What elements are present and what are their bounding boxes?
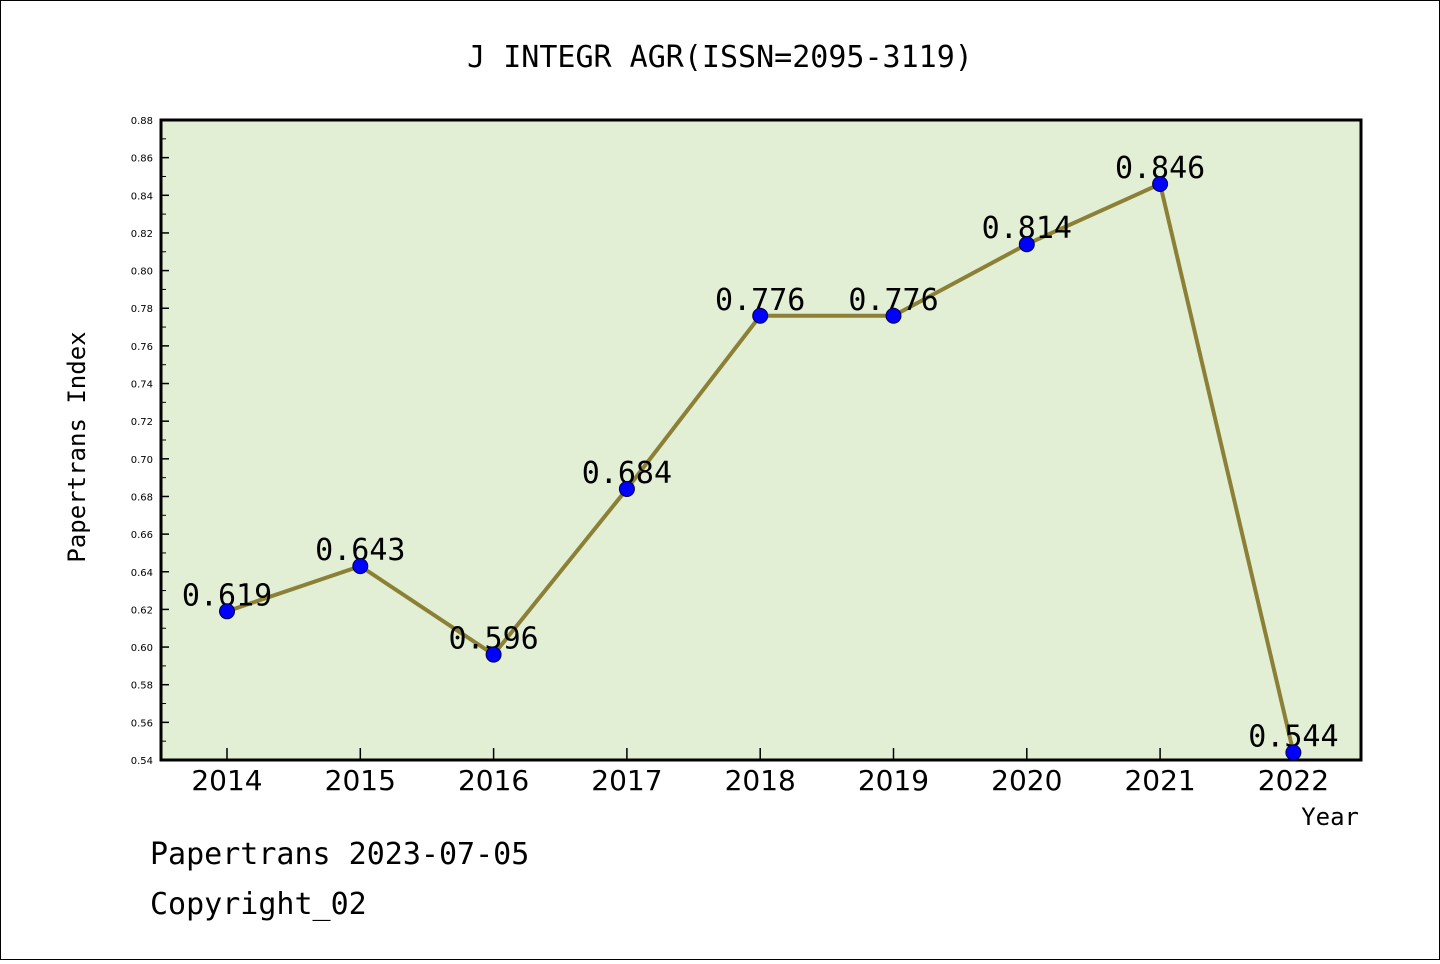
data-point xyxy=(885,307,902,324)
y-axis-title: Papertrans Index xyxy=(63,331,91,562)
footer-copyright: Copyright_02 xyxy=(150,887,367,922)
y-tick-label: 0.84 xyxy=(131,191,153,202)
y-axis: 0.54 0.56 0.58 0.60 0.62 0.64 0.66 0.68 0.70 0.72… xyxy=(131,116,169,767)
y-tick-label: 0.88 xyxy=(131,116,153,127)
y-tick-label: 0.54 xyxy=(131,756,153,767)
data-point xyxy=(1285,744,1302,761)
x-axis-title: Year xyxy=(1301,803,1359,831)
chart-title: J INTEGR AGR(ISSN=2095-3119) xyxy=(467,40,973,75)
x-tick-label: 2016 xyxy=(458,764,529,797)
footer-date: Papertrans 2023-07-05 xyxy=(150,837,529,872)
y-tick-label: 0.62 xyxy=(131,605,153,616)
data-point xyxy=(618,480,635,497)
y-tick-label: 0.56 xyxy=(131,718,153,729)
y-tick-label: 0.80 xyxy=(131,267,153,278)
data-point xyxy=(219,603,235,620)
y-tick-label: 0.86 xyxy=(131,154,153,165)
x-tick-label: 2021 xyxy=(1124,764,1195,797)
x-tick-label: 2019 xyxy=(858,764,929,797)
y-tick-label: 0.60 xyxy=(131,643,153,654)
y-tick-label: 0.76 xyxy=(131,342,153,353)
y-tick-label: 0.68 xyxy=(131,492,153,503)
y-tick-label: 0.72 xyxy=(131,417,153,428)
y-tick-label: 0.74 xyxy=(131,380,153,391)
y-tick-label: 0.78 xyxy=(131,304,153,315)
data-point xyxy=(1152,176,1169,192)
data-point xyxy=(485,646,502,663)
x-tick-label: 2020 xyxy=(991,764,1062,797)
data-point xyxy=(1018,236,1035,253)
x-tick-label: 2017 xyxy=(591,764,662,797)
x-axis: 2014 2015 2016 2017 2018 2019 2020 2021 2022 xyxy=(191,748,1329,797)
plot-area xyxy=(159,118,1363,762)
y-tick-label: 0.82 xyxy=(131,229,153,240)
x-tick-label: 2018 xyxy=(725,764,796,797)
y-tick-label: 0.64 xyxy=(131,568,153,579)
y-tick-label: 0.66 xyxy=(131,530,153,541)
x-tick-label: 2015 xyxy=(325,764,396,797)
y-tick-label: 0.70 xyxy=(131,455,153,466)
marker-layer xyxy=(219,176,1302,761)
x-tick-label: 2014 xyxy=(191,764,262,797)
data-point xyxy=(352,558,369,575)
data-point xyxy=(752,307,769,324)
y-tick-label: 0.58 xyxy=(131,681,153,692)
x-tick-label: 2022 xyxy=(1258,764,1329,797)
